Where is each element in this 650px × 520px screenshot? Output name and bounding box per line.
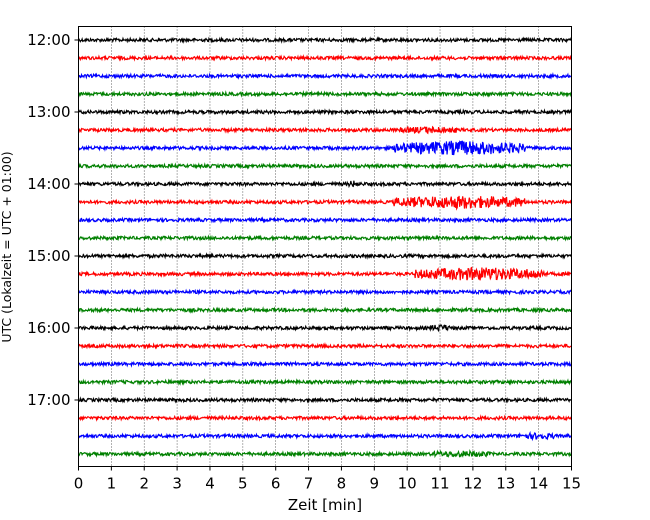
trace-17:15 <box>77 414 572 422</box>
y-axis-label: UTC (Lokalzeit = UTC + 01:00) <box>0 151 14 342</box>
trace-12:15 <box>77 54 573 62</box>
trace-12:00 <box>77 36 573 44</box>
y-axis: 12:00 13:00 14:00 15:00 16:00 17:00 <box>27 31 79 409</box>
x-axis-label: Zeit [min] <box>288 496 362 514</box>
trace-15:00 <box>77 252 572 260</box>
trace-15:30 <box>77 288 572 296</box>
x-tick-label-2: 2 <box>139 475 149 493</box>
y-tick-label-14:00: 14:00 <box>27 175 70 193</box>
x-tick-label-7: 7 <box>304 475 314 493</box>
traces <box>77 36 573 459</box>
x-tick-label-1: 1 <box>107 475 117 493</box>
trace-15:45 <box>78 306 573 314</box>
trace-16:00 <box>78 323 572 333</box>
trace-16:15 <box>77 342 572 350</box>
x-tick-label-15: 15 <box>562 475 581 493</box>
trace-17:45 <box>78 449 573 459</box>
trace-14:00 <box>78 180 572 189</box>
trace-16:30 <box>77 360 572 368</box>
trace-12:45 <box>77 90 572 98</box>
trace-13:15 <box>77 125 572 135</box>
trace-14:30 <box>77 216 573 224</box>
x-tick-label-8: 8 <box>337 475 347 493</box>
trace-13:30 <box>77 140 572 156</box>
x-tick-label-5: 5 <box>238 475 248 493</box>
trace-14:15 <box>78 195 573 211</box>
trace-12:30 <box>77 72 572 80</box>
x-tick-label-9: 9 <box>370 475 380 493</box>
trace-15:15 <box>77 266 572 281</box>
y-tick-label-12:00: 12:00 <box>27 31 70 49</box>
grid-lines <box>111 26 539 467</box>
y-tick-label-16:00: 16:00 <box>27 319 70 337</box>
y-tick-label-13:00: 13:00 <box>27 103 70 121</box>
x-tick-label-13: 13 <box>496 475 515 493</box>
x-tick-label-4: 4 <box>205 475 215 493</box>
trace-17:00 <box>78 396 572 404</box>
trace-17:30 <box>77 430 573 442</box>
x-axis: 0 1 2 3 4 5 6 7 8 9 10 11 12 13 14 15 <box>74 466 581 493</box>
trace-14:45 <box>78 234 572 242</box>
y-tick-label-15:00: 15:00 <box>27 247 70 265</box>
x-tick-label-10: 10 <box>398 475 417 493</box>
x-tick-label-6: 6 <box>271 475 281 493</box>
trace-13:45 <box>77 162 573 170</box>
y-tick-label-17:00: 17:00 <box>27 391 70 409</box>
x-tick-label-14: 14 <box>529 475 548 493</box>
x-tick-label-11: 11 <box>430 475 449 493</box>
x-tick-label-12: 12 <box>463 475 482 493</box>
x-tick-label-0: 0 <box>74 475 84 493</box>
trace-16:45 <box>78 378 573 386</box>
trace-13:00 <box>77 108 572 116</box>
plot-frame <box>78 26 572 467</box>
x-tick-label-3: 3 <box>172 475 182 493</box>
